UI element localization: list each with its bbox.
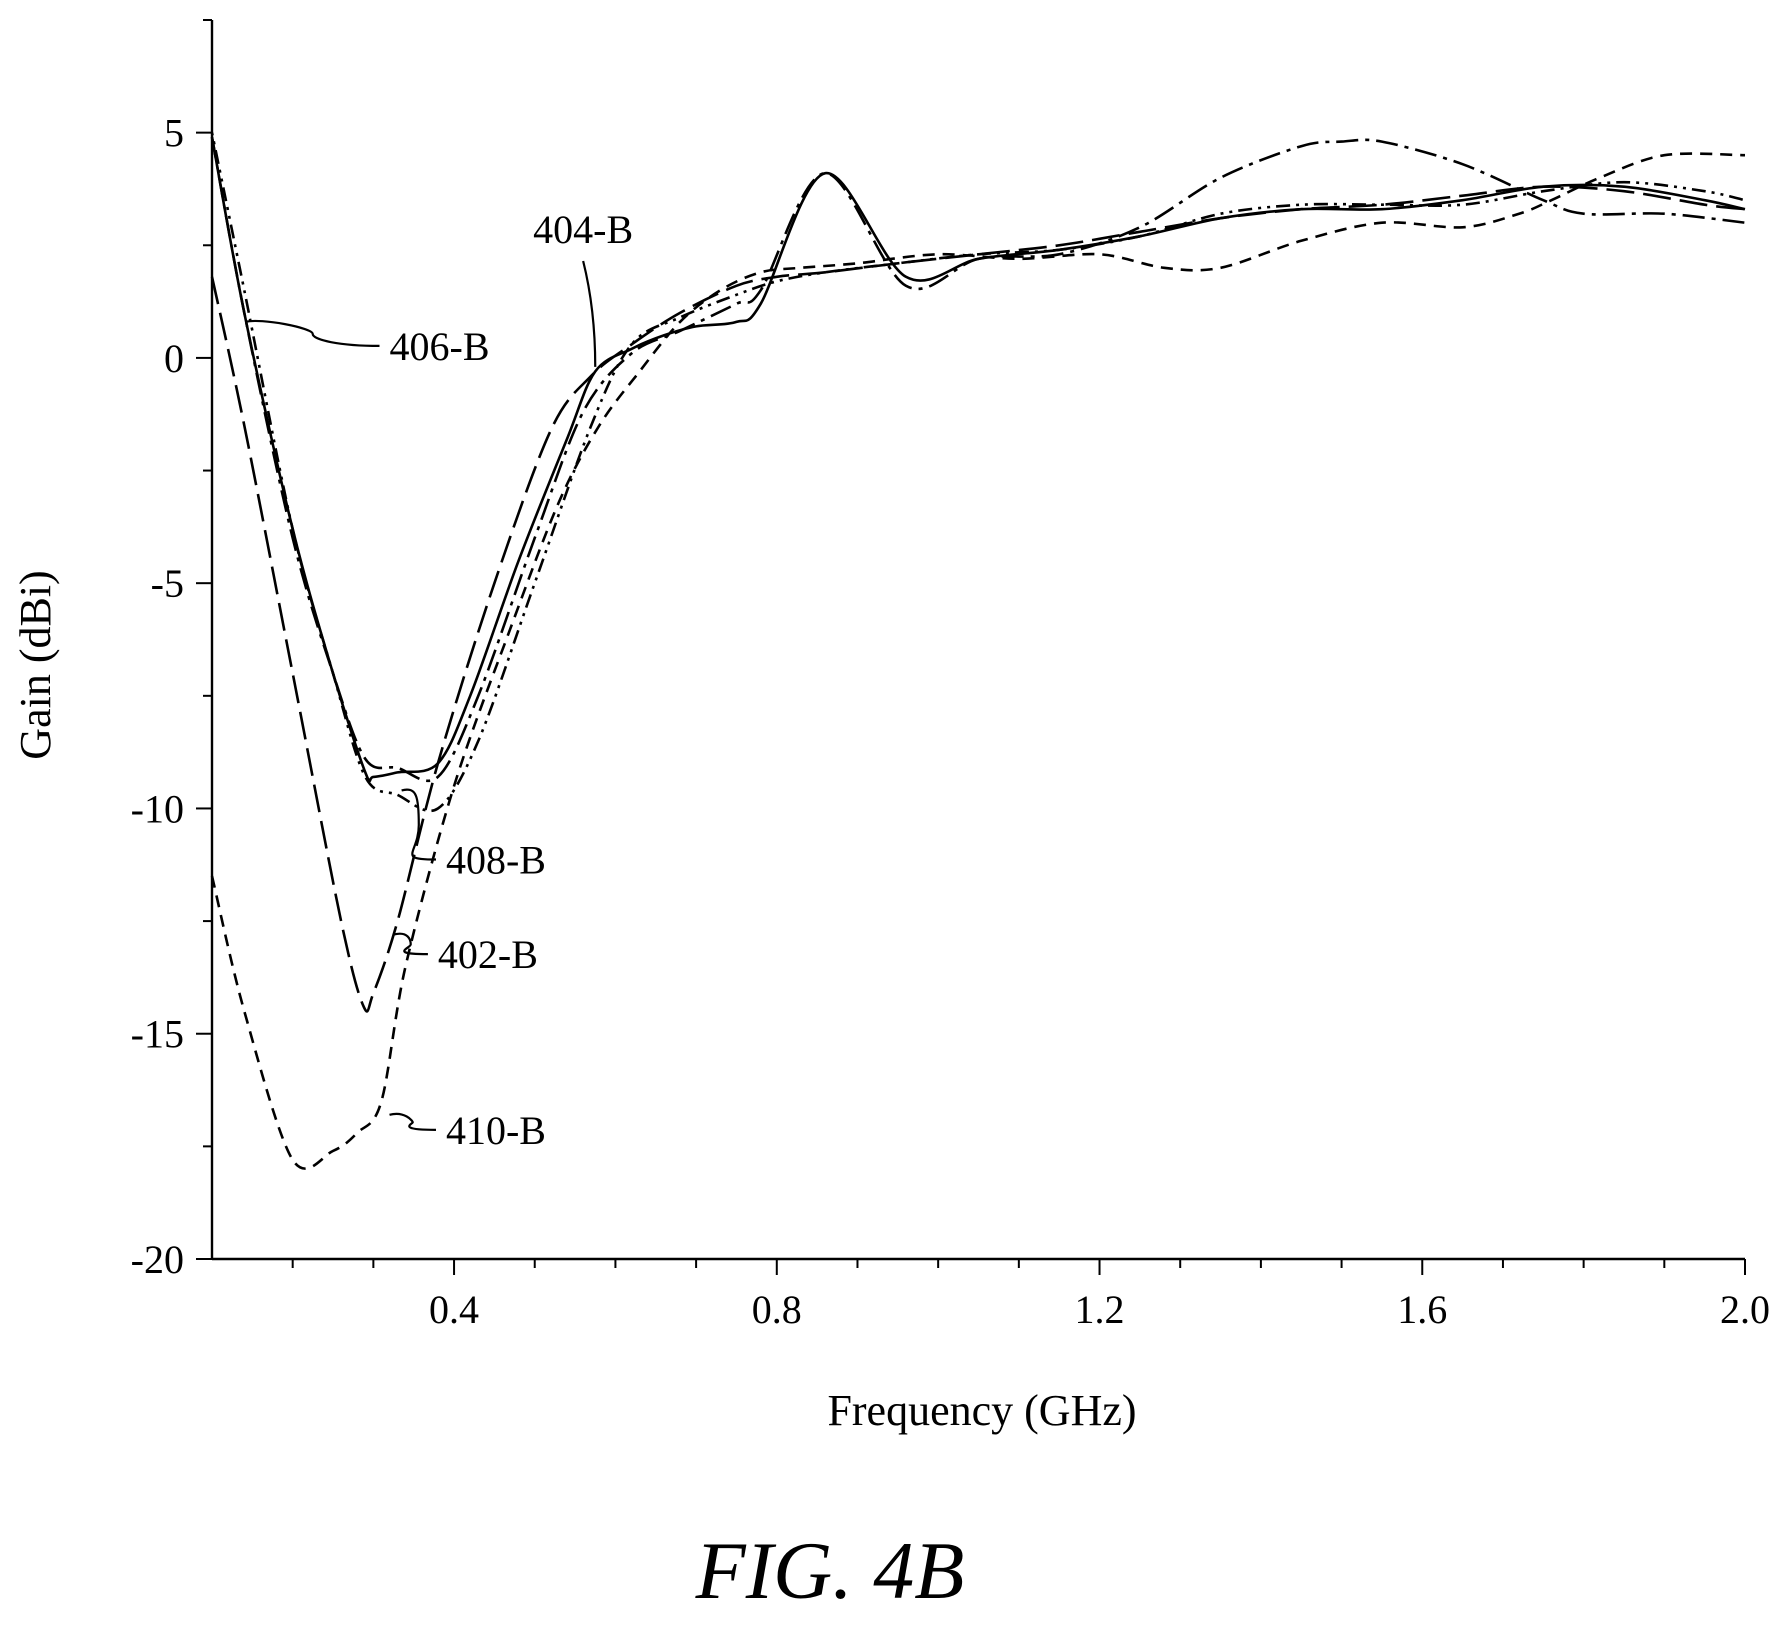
series-line-404-B [210,136,1746,783]
series-line-408-B [210,132,1746,813]
annotation-label-402-B: 402-B [438,932,538,977]
x-axis-title: Frequency (GHz) [827,1386,1136,1435]
axes: 5 0 -5 -10 -15 -20 0.4 0.8 1.2 1.6 2.0 [131,19,1770,1332]
annotation-label-406-B: 406-B [390,324,490,369]
annotation-label-404-B: 404-B [533,207,633,252]
annotation-leader-408-B [401,788,436,861]
annotation-leader-404-B [582,260,597,367]
series-line-410-B [210,152,1746,1170]
y-tick-label: -10 [131,786,184,831]
series-line-406-B [210,136,1746,783]
x-tick-label: 1.2 [1075,1287,1125,1332]
figure-caption: FIG. 4B [695,1525,965,1616]
annotation-leader-410-B [389,1112,436,1131]
x-tick-label: 1.6 [1397,1287,1447,1332]
annotation-leader-402-B [393,932,428,956]
x-tick-label: 0.8 [752,1287,802,1332]
annotation-leader-406-B [245,319,380,348]
x-tick-label: 0.4 [429,1287,479,1332]
y-tick-label: -20 [131,1237,184,1282]
annotation-label-408-B: 408-B [446,838,546,883]
x-tick-label: 2.0 [1720,1287,1770,1332]
y-tick-label: -5 [151,561,184,606]
y-tick-label: -15 [131,1012,184,1057]
series-line-402-B [210,185,1746,1013]
y-axis-title: Gain (dBi) [11,570,60,759]
annotation-layer: 406-B 404-B 408-B 402-B 410-B [245,207,633,1153]
y-tick-label: 0 [164,336,184,381]
series-layer [210,132,1746,1170]
annotation-label-410-B: 410-B [446,1108,546,1153]
y-tick-label: 5 [164,111,184,156]
